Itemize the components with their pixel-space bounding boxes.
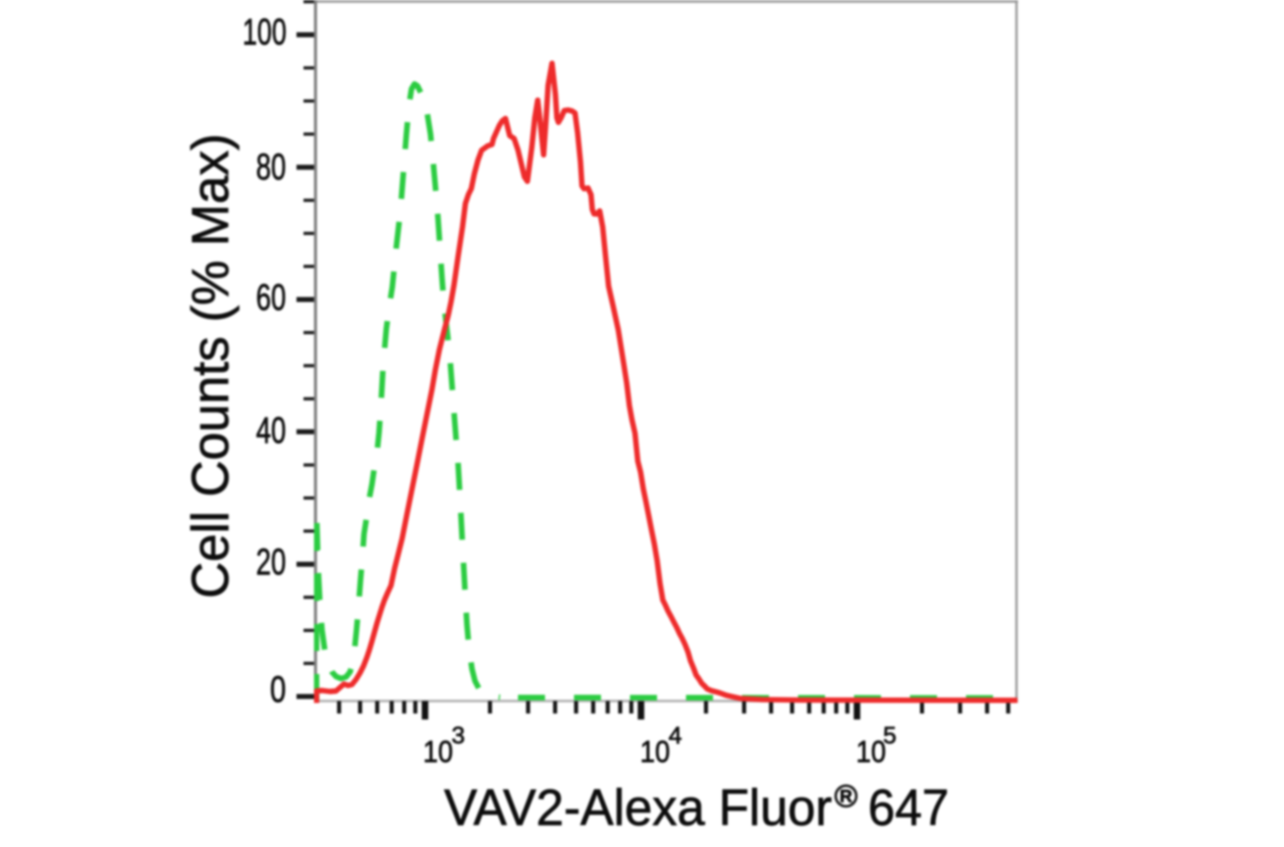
svg-text:5: 5 xyxy=(883,723,897,750)
svg-text:40: 40 xyxy=(256,410,286,451)
svg-text:0: 0 xyxy=(270,669,286,710)
svg-text:60: 60 xyxy=(256,277,286,318)
svg-text:80: 80 xyxy=(256,147,286,188)
svg-text:20: 20 xyxy=(256,542,286,583)
svg-text:4: 4 xyxy=(669,723,683,750)
svg-text:10: 10 xyxy=(423,735,453,769)
svg-text:10: 10 xyxy=(856,735,886,769)
svg-text:10: 10 xyxy=(640,735,670,769)
svg-text:VAV2-Alexa Fluor: VAV2-Alexa Fluor xyxy=(444,779,832,836)
svg-text:3: 3 xyxy=(452,723,466,750)
svg-text:100: 100 xyxy=(243,11,287,52)
svg-text:Cell Counts (% Max): Cell Counts (% Max) xyxy=(182,134,240,599)
svg-text:647: 647 xyxy=(868,779,949,836)
svg-text:R: R xyxy=(840,786,853,806)
